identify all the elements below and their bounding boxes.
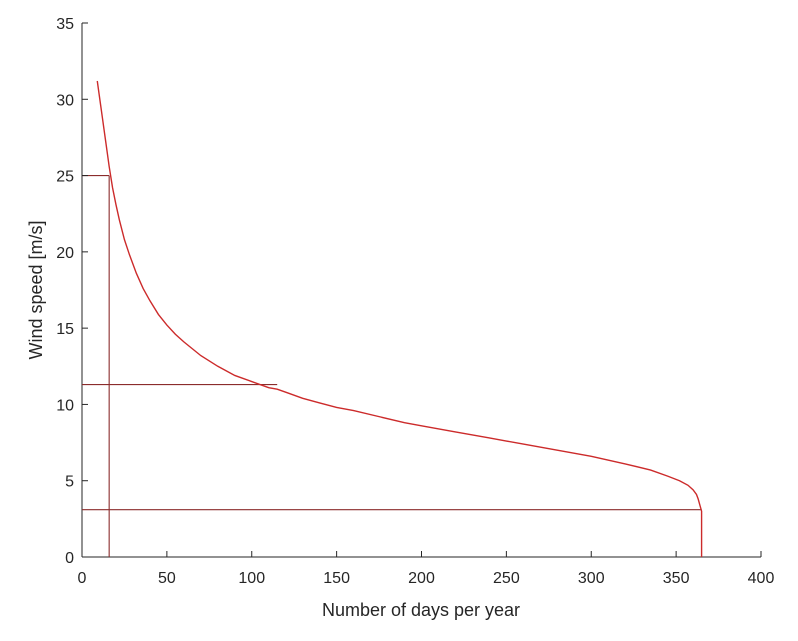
axes <box>81 23 761 558</box>
y-axis-ticks: 0 5 10 15 20 25 30 35 <box>56 16 88 567</box>
y-tick-label: 35 <box>56 16 74 33</box>
x-tick-label: 150 <box>323 570 350 587</box>
x-axis-ticks: 0 50 100 150 200 250 300 350 400 <box>78 551 775 587</box>
x-tick-label: 100 <box>238 570 265 587</box>
x-tick-label: 350 <box>663 570 690 587</box>
x-tick-label: 200 <box>408 570 435 587</box>
x-tick-label: 50 <box>158 570 176 587</box>
y-tick-label: 15 <box>56 321 74 338</box>
y-tick-label: 10 <box>56 397 74 414</box>
x-tick-label: 300 <box>578 570 605 587</box>
x-tick-label: 250 <box>493 570 520 587</box>
y-tick-label: 25 <box>56 169 74 186</box>
y-tick-label: 5 <box>65 474 74 491</box>
x-tick-label: 400 <box>748 570 775 587</box>
reference-lines <box>82 175 702 557</box>
x-tick-label: 0 <box>78 570 87 587</box>
y-tick-label: 20 <box>56 245 74 262</box>
y-tick-label: 30 <box>56 92 74 109</box>
wind-speed-curve <box>96 80 703 557</box>
y-axis-label: Wind speed [m/s] <box>26 220 46 359</box>
x-axis-label: Number of days per year <box>322 600 520 620</box>
y-tick-label: 0 <box>65 550 74 567</box>
